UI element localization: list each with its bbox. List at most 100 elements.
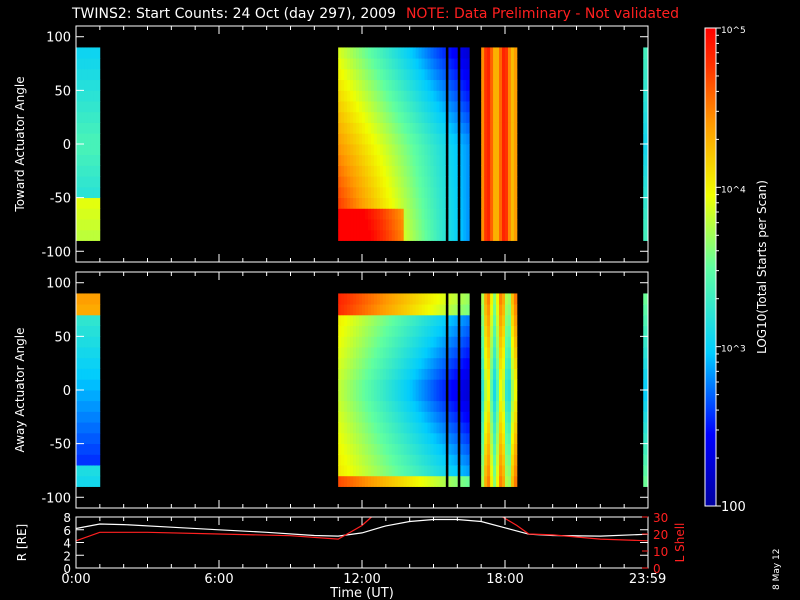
- heatmap-cell: [78, 122, 83, 134]
- heatmap-cell: [510, 454, 515, 466]
- heatmap-cell: [76, 79, 80, 91]
- heatmap-cell: [96, 465, 101, 477]
- heatmap-cell: [643, 454, 647, 466]
- heatmap-cell: [391, 47, 396, 59]
- heatmap-cell: [466, 122, 470, 134]
- heatmap-cell: [87, 68, 92, 81]
- heatmap-cell: [505, 165, 509, 177]
- heatmap-cell: [364, 111, 369, 123]
- heatmap-cell: [356, 111, 360, 123]
- heatmap-cell: [338, 90, 342, 102]
- heatmap-cell: [493, 101, 497, 113]
- heatmap-cell: [78, 186, 83, 199]
- heatmap-cell: [356, 293, 360, 305]
- heatmap-cell: [338, 304, 342, 316]
- heatmap-cell: [81, 186, 86, 199]
- heatmap-cell: [400, 432, 405, 445]
- heatmap-cell: [364, 347, 369, 359]
- heatmap-cell: [382, 443, 387, 455]
- heatmap-cell: [502, 475, 506, 487]
- heatmap-cell: [418, 411, 422, 423]
- heatmap-cell: [463, 325, 467, 337]
- heatmap-cell: [359, 186, 363, 199]
- heatmap-cell: [490, 144, 494, 156]
- heatmap-cell: [510, 347, 515, 359]
- heatmap-cell: [645, 443, 649, 455]
- heatmap-cell: [454, 58, 458, 70]
- heatmap-cell: [90, 208, 95, 220]
- heatmap-cell: [382, 208, 387, 220]
- y-axis-label: Away Actuator Angle: [13, 327, 27, 452]
- heatmap-cell: [93, 208, 98, 220]
- heatmap-cell: [367, 443, 372, 455]
- heatmap-cell: [90, 176, 95, 188]
- heatmap-cell: [385, 443, 390, 455]
- heatmap-cell: [338, 314, 342, 327]
- heatmap-cell: [400, 165, 405, 177]
- heatmap-cell: [507, 133, 512, 145]
- heatmap-cell: [430, 432, 434, 445]
- heatmap-cell: [78, 101, 83, 113]
- heatmap-cell: [502, 144, 506, 156]
- heatmap-cell: [643, 154, 647, 166]
- heatmap-cell: [499, 197, 503, 209]
- heatmap-cell: [421, 133, 425, 145]
- heatmap-cell: [439, 336, 443, 348]
- heatmap-cell: [403, 443, 408, 455]
- heatmap-cell: [436, 165, 440, 177]
- heatmap-cell: [460, 58, 464, 70]
- heatmap-cell: [439, 90, 443, 102]
- heatmap-cell: [427, 197, 431, 209]
- heatmap-cell: [87, 219, 92, 231]
- heatmap-cell: [362, 368, 366, 380]
- heatmap-cell: [400, 219, 405, 231]
- heatmap-cell: [430, 58, 434, 70]
- heatmap-cell: [347, 357, 351, 369]
- heatmap-cell: [391, 133, 396, 145]
- heatmap-cell: [367, 47, 372, 59]
- heatmap-cell: [493, 390, 497, 402]
- heatmap-cell: [484, 475, 488, 487]
- heatmap-cell: [439, 465, 443, 477]
- heatmap-cell: [385, 293, 390, 305]
- heatmap-cell: [433, 79, 437, 91]
- heatmap-cell: [513, 411, 518, 423]
- heatmap-cell: [507, 58, 512, 70]
- heatmap-cell: [376, 154, 381, 166]
- heatmap-cell: [397, 422, 402, 434]
- heatmap-cell: [448, 101, 452, 113]
- heatmap-cell: [505, 465, 509, 477]
- heatmap-cell: [391, 368, 396, 380]
- heatmap-cell: [81, 411, 86, 423]
- heatmap-cell: [364, 357, 369, 369]
- heatmap-cell: [397, 475, 402, 487]
- heatmap-cell: [412, 176, 417, 188]
- heatmap-cell: [388, 101, 393, 113]
- heatmap-cell: [359, 165, 363, 177]
- heatmap-cell: [507, 208, 512, 220]
- heatmap-cell: [400, 144, 405, 156]
- heatmap-cell: [388, 454, 393, 466]
- heatmap-cell: [454, 47, 458, 59]
- heatmap-cell: [481, 197, 485, 209]
- heatmap-cell: [394, 165, 399, 177]
- heatmap-cell: [496, 133, 500, 145]
- heatmap-cell: [382, 154, 387, 166]
- heatmap-cell: [400, 208, 405, 220]
- heatmap-cell: [436, 79, 440, 91]
- heatmap-cell: [78, 368, 83, 380]
- heatmap-cell: [397, 176, 402, 188]
- heatmap-cell: [496, 336, 500, 348]
- heatmap-cell: [490, 101, 494, 113]
- heatmap-cell: [87, 411, 92, 423]
- heatmap-cell: [513, 47, 518, 59]
- heatmap-cell: [81, 58, 86, 70]
- heatmap-cell: [442, 122, 446, 134]
- heatmap-cell: [427, 58, 431, 70]
- heatmap-cell: [436, 197, 440, 209]
- heatmap-cell: [350, 122, 354, 134]
- heatmap-cell: [466, 304, 470, 316]
- heatmap-cell: [394, 229, 399, 241]
- heatmap-cell: [382, 293, 387, 305]
